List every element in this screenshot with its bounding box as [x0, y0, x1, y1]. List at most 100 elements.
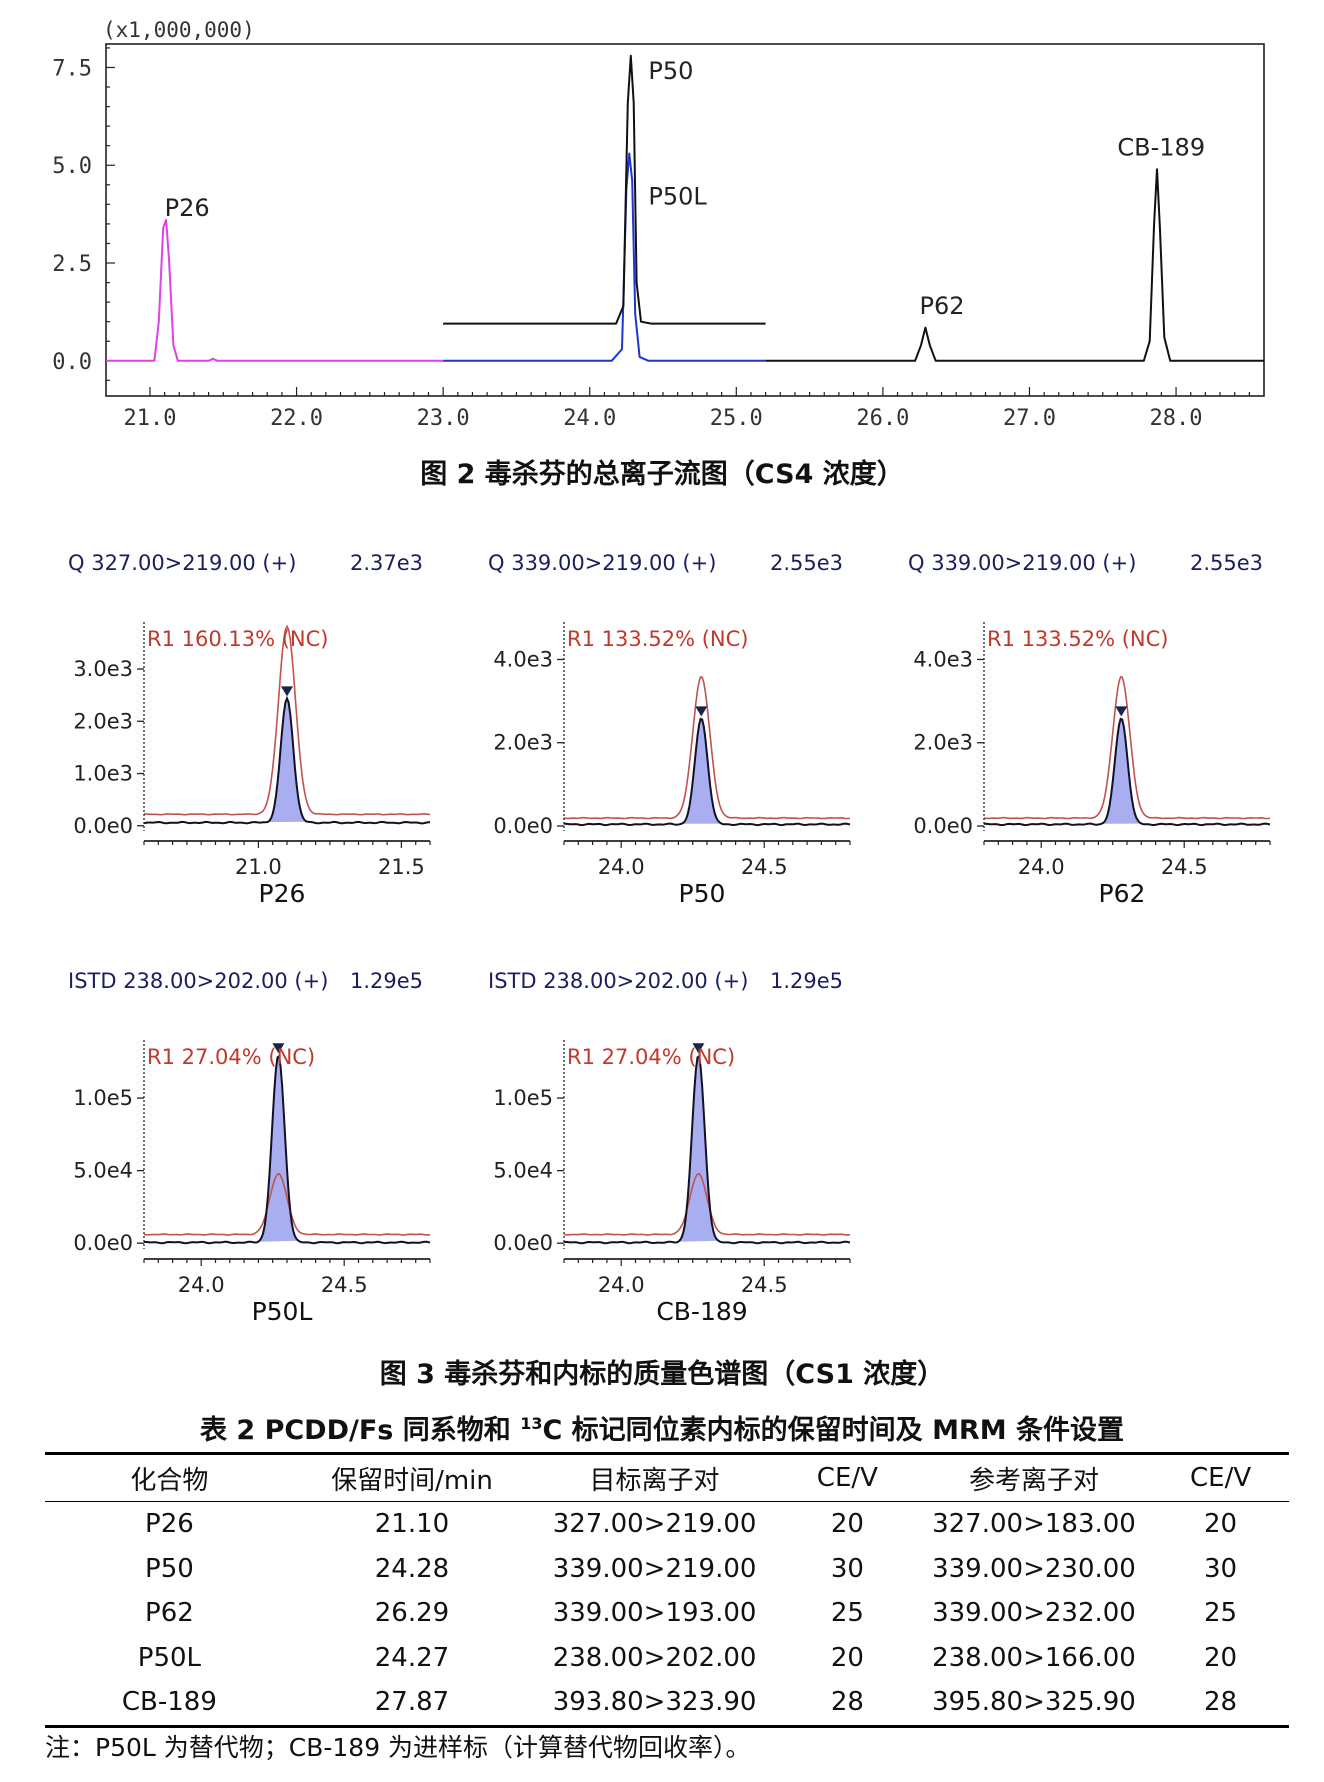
tic-scale-label: (x1,000,000) — [103, 18, 255, 42]
compound-label: P62 — [1099, 879, 1146, 908]
peak-area — [678, 1055, 719, 1242]
y-tick-label: 1.0e3 — [73, 762, 133, 786]
table-cell: 21.10 — [374, 1509, 450, 1540]
tic-trace-4 — [765, 168, 1264, 362]
x-tick-label: 24.5 — [321, 1273, 368, 1297]
y-tick-label: 0.0e0 — [73, 1231, 133, 1255]
table-cell: 327.00>219.00 — [552, 1509, 757, 1540]
tic-chart: (x1,000,000) 21.0 22.0 23.0 24.0 25.0 26.0 27.… — [52, 18, 1265, 431]
mass-chromatogram-panel: Q 327.00>219.00 (+) 2.37e3 21.0 21.5 0.0e0 1.… — [68, 551, 431, 908]
x-tick-label: 24.5 — [741, 1273, 788, 1297]
x-tick-label: 24.0 — [598, 855, 645, 879]
reference-ion-trace — [144, 624, 431, 816]
column-header: CE/V — [1152, 1452, 1289, 1502]
tic-x-tick-label: 21.0 — [123, 406, 176, 431]
peak-area — [681, 718, 722, 824]
x-tick-label: 24.0 — [178, 1273, 225, 1297]
compound-label: P50L — [252, 1297, 313, 1326]
tic-trace-3 — [443, 54, 766, 325]
table-cell: 28 — [778, 1680, 916, 1728]
y-tick-label: 3.0e3 — [73, 657, 133, 681]
tic-y-tick-label: 7.5 — [52, 56, 92, 81]
panel-intensity: 1.29e5 — [770, 969, 843, 993]
ion-ratio-label: R1 133.52% (NC) — [987, 627, 1169, 651]
table-row: P62 26.29 339.00>193.00 25 339.00>232.00 25 — [45, 1591, 1289, 1636]
tic-x-tick-label: 25.0 — [710, 406, 763, 431]
x-tick-label: 24.5 — [1161, 855, 1208, 879]
tic-y-tick-label: 5.0 — [52, 154, 92, 179]
table-cell: P50 — [145, 1553, 194, 1584]
table-cell: 24.27 — [374, 1642, 450, 1673]
y-tick-label: 5.0e4 — [493, 1159, 553, 1183]
table-2-caption: 表 2 PCDD/Fs 同系物和 13C 标记同位素内标的保留时间及 MRM 条… — [199, 1414, 1124, 1446]
tic-x-tick-label: 24.0 — [563, 406, 616, 431]
x-tick-label: 24.0 — [598, 1273, 645, 1297]
panel-header: ISTD 238.00>202.00 (+) — [68, 969, 328, 993]
y-tick-label: 2.0e3 — [493, 731, 553, 755]
table-cell: 20 — [830, 1642, 864, 1673]
column-header: 化合物 — [45, 1452, 294, 1502]
y-tick-label: 4.0e3 — [913, 647, 973, 671]
mass-chromatogram-panel: Q 339.00>219.00 (+) 2.55e3 24.0 24.5 0.0e0 2.… — [908, 551, 1271, 908]
compound-label: P50 — [679, 879, 726, 908]
table-cell: 393.80>323.90 — [530, 1680, 779, 1728]
x-tick-label: 21.5 — [378, 855, 425, 879]
table-row: P50L 24.27 238.00>202.00 20 238.00>166.00 20 — [45, 1636, 1289, 1681]
ion-ratio-label: R1 133.52% (NC) — [567, 627, 749, 651]
peak-apex-marker — [1115, 706, 1128, 717]
table-cell: P50L — [137, 1642, 202, 1673]
tic-x-tick-label: 23.0 — [417, 406, 470, 431]
target-ion-trace — [143, 695, 431, 825]
tic-frame — [105, 43, 1265, 397]
reference-ion-trace — [983, 675, 1271, 820]
table-cell: 26.29 — [374, 1598, 450, 1629]
table-cell: 24.28 — [374, 1553, 450, 1584]
peak-apex-marker — [272, 1043, 285, 1054]
figure-2-caption: 图 2 毒杀芬的总离子流图（CS4 浓度） — [420, 459, 904, 490]
panel-intensity: 2.37e3 — [350, 551, 423, 575]
x-tick-label: 24.0 — [1018, 855, 1065, 879]
figure-3-caption: 图 3 毒杀芬和内标的质量色谱图（CS1 浓度） — [379, 1359, 945, 1390]
y-tick-label: 5.0e4 — [73, 1159, 133, 1183]
ion-ratio-label: R1 27.04% (NC) — [147, 1045, 315, 1069]
mass-chromatogram-panel: ISTD 238.00>202.00 (+) 1.29e5 24.0 24.5 0.0e… — [68, 969, 431, 1326]
table-cell: 20 — [1204, 1509, 1238, 1540]
y-tick-label: 0.0e0 — [493, 814, 553, 838]
target-ion-trace — [143, 1054, 431, 1245]
panel-header: ISTD 238.00>202.00 (+) — [488, 969, 748, 993]
ion-ratio-label: R1 160.13% (NC) — [147, 627, 329, 651]
reference-ion-trace — [563, 1172, 851, 1236]
table-cell: 339.00>230.00 — [932, 1553, 1136, 1584]
x-tick-label: 24.5 — [741, 855, 788, 879]
table-cell: 20 — [830, 1509, 864, 1540]
tic-y-tick-label: 2.5 — [52, 252, 92, 277]
y-tick-label: 2.0e3 — [73, 709, 133, 733]
table-cell: 30 — [830, 1553, 864, 1584]
y-tick-label: 0.0e0 — [73, 814, 133, 838]
target-ion-trace — [563, 717, 851, 827]
peak-apex-marker — [281, 686, 293, 697]
tic-trace-1 — [106, 219, 444, 362]
column-header: CE/V — [778, 1452, 916, 1502]
peak-area — [258, 1055, 299, 1242]
table-cell: 327.00>183.00 — [932, 1509, 1136, 1540]
table-cell: P26 — [145, 1509, 194, 1540]
peak-label: P62 — [920, 292, 965, 320]
peak-label: P50 — [648, 57, 693, 85]
reference-ion-trace — [563, 675, 851, 820]
panel-header: Q 339.00>219.00 (+) — [488, 551, 716, 575]
tic-x-tick-label: 27.0 — [1003, 406, 1056, 431]
tic-x-tick-label: 26.0 — [856, 406, 909, 431]
peak-area — [1101, 718, 1142, 824]
column-header: 目标离子对 — [530, 1452, 779, 1502]
y-tick-label: 2.0e3 — [913, 731, 973, 755]
peak-label: CB-189 — [1117, 133, 1205, 161]
table-row: P50 24.28 339.00>219.00 30 339.00>230.00 30 — [45, 1547, 1289, 1592]
table-cell: 25 — [1204, 1598, 1238, 1629]
table-cell: P62 — [145, 1598, 194, 1629]
table-cell: 27.87 — [293, 1680, 531, 1728]
peak-label: P26 — [165, 194, 210, 222]
table-cell: 395.80>325.90 — [915, 1680, 1153, 1728]
panel-header: Q 327.00>219.00 (+) — [68, 551, 296, 575]
table-row: CB-189 27.87 393.80>323.90 28 395.80>325.90 2… — [45, 1680, 1289, 1728]
